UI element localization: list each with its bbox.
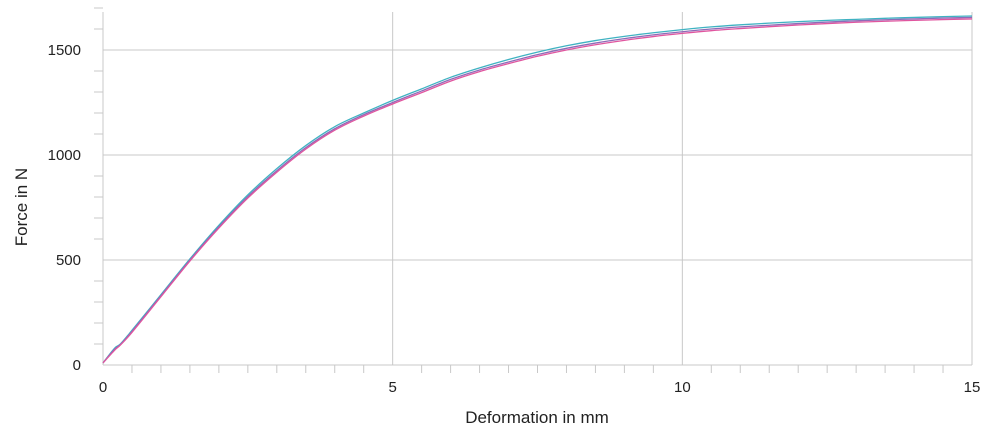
y-axis-title: Force in N [12, 168, 31, 246]
x-axis-title: Deformation in mm [465, 408, 609, 427]
series-line-2 [102, 16, 973, 364]
series-line-1 [102, 15, 973, 364]
y-tick-label: 1500 [48, 42, 81, 59]
series-line-3 [102, 18, 973, 364]
tick-labels: 0 5 10 15 0 500 1000 1500 [48, 42, 981, 396]
grid [102, 12, 973, 366]
x-tick-label: 5 [388, 379, 396, 396]
y-tick-label: 500 [56, 252, 81, 269]
y-tick-label: 0 [73, 357, 81, 374]
x-tick-label: 10 [674, 379, 691, 396]
series-lines [102, 15, 973, 364]
x-tick-label: 0 [99, 379, 107, 396]
minor-ticks [94, 7, 944, 373]
y-tick-label: 1000 [48, 147, 81, 164]
x-tick-label: 15 [964, 379, 981, 396]
